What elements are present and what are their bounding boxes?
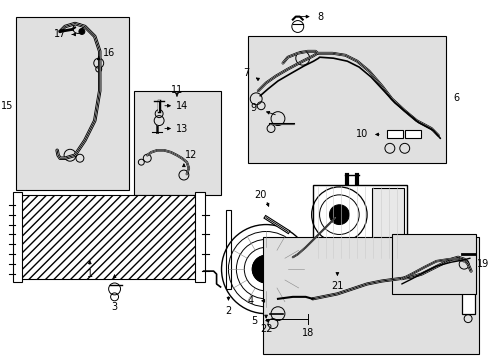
Circle shape [79, 28, 85, 35]
Text: 7: 7 [243, 68, 249, 78]
Text: 18: 18 [301, 328, 313, 338]
Text: 8: 8 [317, 12, 323, 22]
Text: 14: 14 [175, 101, 188, 111]
Text: 22: 22 [259, 324, 272, 334]
Text: 20: 20 [253, 190, 266, 200]
Text: 16: 16 [102, 48, 115, 58]
Bar [19, 195, 196, 279]
Text: 17: 17 [54, 30, 66, 40]
Text: 12: 12 [184, 150, 197, 160]
Bar [404, 130, 420, 138]
Text: 19: 19 [476, 259, 488, 269]
Bar [391, 234, 475, 294]
Bar [13, 192, 22, 282]
Text: 11: 11 [170, 85, 183, 95]
Bar [16, 17, 129, 190]
Text: 10: 10 [355, 130, 367, 139]
Text: 9: 9 [250, 103, 256, 113]
Text: 4: 4 [246, 296, 253, 306]
Text: 13: 13 [175, 123, 188, 134]
Text: 2: 2 [225, 306, 231, 316]
Bar [263, 238, 478, 354]
Text: 1: 1 [86, 269, 93, 279]
Bar [226, 210, 231, 289]
Text: 6: 6 [452, 93, 458, 103]
Bar [386, 130, 402, 138]
Bar [248, 36, 446, 163]
Bar [371, 188, 403, 255]
Text: 21: 21 [330, 281, 343, 291]
Circle shape [334, 261, 340, 267]
Circle shape [252, 255, 280, 283]
Text: 15: 15 [1, 101, 14, 111]
Bar [312, 185, 406, 259]
Bar [194, 192, 204, 282]
Bar [134, 91, 220, 195]
Bar [461, 254, 474, 314]
Text: 3: 3 [111, 302, 118, 312]
Text: 5: 5 [250, 316, 257, 326]
Circle shape [329, 205, 348, 225]
